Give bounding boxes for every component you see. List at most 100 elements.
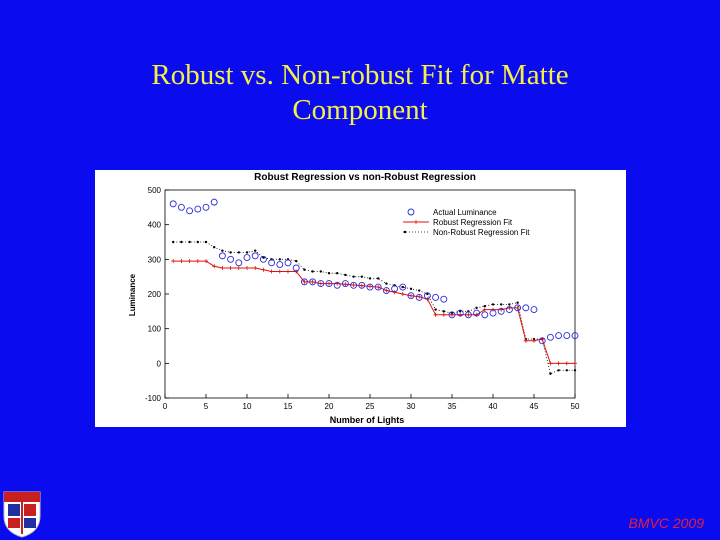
robust-fit-point (236, 266, 241, 270)
robust-fit-point (171, 259, 176, 264)
nonrobust-fit-point (426, 292, 429, 296)
title-line-1: Robust vs. Non-robust Fit for Matte (151, 59, 569, 91)
actual-luminance-point (194, 205, 202, 213)
university-crest-logo (3, 491, 41, 538)
actual-luminance-point (497, 307, 505, 315)
actual-luminance-point (309, 278, 317, 286)
regression-chart: Robust Regression vs non-Robust Regressi… (128, 172, 580, 425)
robust-fit-point (286, 269, 290, 274)
robust-fit-point (392, 290, 397, 295)
actual-luminance-point (382, 287, 390, 294)
actual-luminance-point (530, 306, 538, 314)
actual-luminance-point (292, 264, 300, 272)
robust-fit-point (400, 292, 405, 296)
robust-fit-point (187, 259, 192, 264)
nonrobust-fit-point (442, 310, 445, 313)
robust-fit-point (532, 338, 536, 343)
nonrobust-fit-point (188, 240, 191, 244)
nonrobust-fit-point (459, 310, 462, 313)
actual-luminance-point (177, 203, 185, 211)
actual-luminance-point (456, 309, 464, 317)
nonrobust-fit-point (500, 303, 503, 306)
actual-luminance-point (415, 294, 423, 301)
x-tick-label: 10 (243, 402, 252, 411)
series-layer (169, 198, 579, 375)
nonrobust-fit-point (549, 372, 552, 375)
nonrobust-fit-point (368, 277, 372, 280)
robust-fit-point (204, 259, 208, 264)
actual-luminance-point (432, 294, 440, 301)
actual-luminance-point (169, 200, 177, 208)
robust-fit-point (351, 282, 356, 287)
legend-marker-actual (407, 208, 415, 216)
actual-luminance-point (243, 254, 251, 262)
nonrobust-fit-line (173, 241, 575, 375)
actual-luminance-point (268, 259, 276, 267)
robust-fit-point (302, 279, 307, 284)
actual-luminance-point (317, 280, 325, 288)
robust-fit-point (409, 293, 413, 298)
slide-title: Robust vs. Non-robust Fit for Matte Comp… (60, 58, 660, 128)
actual-luminance-point (218, 252, 226, 260)
nonrobust-fit-point (344, 273, 347, 277)
nonrobust-fit-point (508, 303, 511, 306)
nonrobust-fit-point (221, 249, 224, 252)
nonrobust-fit-point (278, 258, 281, 261)
actual-luminance-point (325, 280, 333, 288)
actual-luminance-point (251, 252, 259, 260)
nonrobust-fit-point (475, 306, 478, 310)
robust-fit-point (376, 285, 381, 290)
robust-fit-point (310, 279, 315, 284)
x-tick-label: 45 (530, 402, 539, 411)
nonrobust-fit-point (360, 275, 363, 278)
nonrobust-fit-point (352, 275, 355, 278)
robust-fit-point (269, 269, 274, 274)
nonrobust-fit-point (303, 268, 306, 271)
actual-luminance-point (563, 332, 571, 340)
y-tick-label: 500 (148, 186, 162, 195)
actual-luminance-point (538, 337, 546, 345)
actual-luminance-point (464, 311, 472, 319)
robust-fit-point (433, 312, 438, 317)
nonrobust-fit-point (491, 303, 495, 306)
robust-fit-point (195, 259, 200, 264)
robust-fit-point (425, 297, 430, 302)
actual-luminance-point (555, 332, 563, 340)
actual-luminance-point (522, 304, 530, 312)
legend-label: Robust Regression Fit (433, 218, 513, 227)
robust-fit-point (228, 266, 233, 270)
nonrobust-fit-point (385, 282, 388, 285)
robust-fit-point (466, 312, 471, 317)
actual-luminance-point (473, 309, 481, 317)
title-line-2: Component (292, 94, 428, 126)
robust-fit-point (548, 361, 553, 366)
y-tick-label: 300 (148, 255, 162, 264)
actual-luminance-point (284, 259, 292, 267)
y-axis-label: Luminance (128, 273, 137, 316)
nonrobust-fit-point (327, 272, 331, 275)
actual-luminance-point (440, 295, 448, 303)
robust-fit-point (261, 267, 266, 272)
actual-luminance-point (448, 311, 456, 319)
robust-fit-point (482, 307, 487, 312)
nonrobust-fit-point (336, 272, 339, 275)
x-tick-label: 0 (163, 402, 168, 411)
robust-fit-point (417, 294, 422, 299)
nonrobust-fit-point (434, 308, 437, 311)
robust-fit-line (173, 260, 575, 364)
actual-luminance-point (514, 304, 522, 312)
actual-luminance-point (481, 311, 489, 319)
actual-luminance-point (505, 306, 513, 314)
robust-fit-point (318, 281, 323, 286)
actual-luminance-point (276, 261, 284, 268)
x-tick-label: 35 (448, 402, 457, 411)
x-tick-label: 5 (204, 402, 209, 411)
actual-luminance-point (399, 283, 407, 291)
actual-luminance-point (300, 278, 308, 286)
nonrobust-fit-point (295, 259, 298, 263)
legend-label: Non-Robust Regression Fit (433, 228, 530, 237)
robust-fit-point (253, 266, 258, 270)
nonrobust-fit-point (172, 240, 175, 244)
y-tick-label: 0 (157, 359, 162, 368)
